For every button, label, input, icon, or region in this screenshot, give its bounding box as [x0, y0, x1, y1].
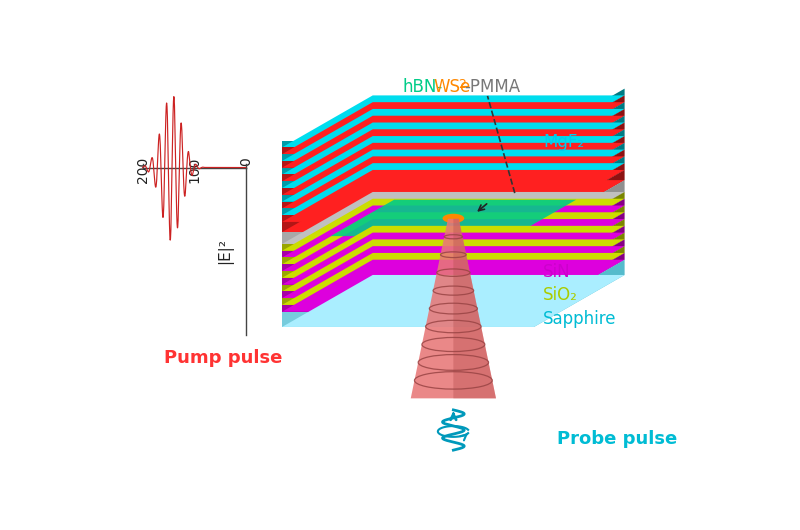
- Polygon shape: [282, 253, 625, 305]
- Text: -PMMA: -PMMA: [464, 78, 520, 96]
- Text: SiN: SiN: [543, 263, 570, 281]
- Polygon shape: [282, 233, 625, 285]
- Polygon shape: [534, 253, 625, 312]
- Polygon shape: [534, 219, 625, 278]
- Polygon shape: [282, 222, 534, 232]
- Polygon shape: [282, 163, 625, 215]
- Polygon shape: [534, 116, 625, 174]
- Polygon shape: [282, 208, 534, 215]
- Polygon shape: [534, 240, 625, 298]
- Polygon shape: [282, 154, 534, 161]
- Text: 2: 2: [458, 78, 466, 91]
- Polygon shape: [534, 260, 625, 327]
- Text: Probe pulse: Probe pulse: [558, 430, 678, 448]
- Polygon shape: [454, 219, 496, 399]
- Polygon shape: [282, 298, 534, 305]
- Polygon shape: [282, 188, 534, 195]
- Polygon shape: [534, 170, 625, 232]
- Polygon shape: [534, 199, 625, 258]
- Polygon shape: [282, 122, 625, 174]
- Polygon shape: [282, 305, 534, 312]
- Text: 200: 200: [136, 157, 150, 183]
- Text: MgF₂: MgF₂: [543, 133, 584, 151]
- Polygon shape: [282, 167, 534, 174]
- Polygon shape: [534, 156, 625, 215]
- Polygon shape: [282, 181, 534, 188]
- Polygon shape: [282, 246, 625, 298]
- Polygon shape: [282, 129, 625, 181]
- Polygon shape: [282, 195, 534, 201]
- Polygon shape: [282, 213, 625, 264]
- Polygon shape: [282, 116, 625, 167]
- Text: Pump pulse: Pump pulse: [163, 349, 282, 367]
- Polygon shape: [282, 156, 625, 208]
- Polygon shape: [534, 163, 625, 222]
- Polygon shape: [534, 246, 625, 305]
- Polygon shape: [534, 129, 625, 188]
- Polygon shape: [534, 143, 625, 201]
- Polygon shape: [282, 170, 625, 222]
- Polygon shape: [534, 149, 625, 208]
- Polygon shape: [282, 271, 534, 278]
- Text: WSe: WSe: [434, 78, 470, 96]
- Ellipse shape: [442, 214, 464, 223]
- Polygon shape: [282, 102, 625, 154]
- Polygon shape: [282, 251, 534, 258]
- Polygon shape: [534, 192, 625, 251]
- Polygon shape: [282, 147, 534, 154]
- Text: hBN-: hBN-: [402, 78, 442, 96]
- Polygon shape: [534, 102, 625, 161]
- Text: |E|²: |E|²: [218, 238, 234, 264]
- Polygon shape: [282, 136, 625, 188]
- Polygon shape: [282, 292, 534, 298]
- Polygon shape: [534, 109, 625, 167]
- Polygon shape: [282, 264, 534, 271]
- Polygon shape: [282, 161, 534, 167]
- Text: 0: 0: [238, 157, 253, 165]
- Polygon shape: [282, 219, 625, 271]
- Polygon shape: [282, 192, 625, 244]
- Polygon shape: [534, 206, 625, 264]
- Text: Sapphire: Sapphire: [543, 311, 617, 328]
- Polygon shape: [282, 180, 625, 232]
- Polygon shape: [534, 233, 625, 292]
- Polygon shape: [282, 201, 534, 208]
- Polygon shape: [282, 260, 625, 312]
- Polygon shape: [282, 278, 534, 285]
- Polygon shape: [534, 89, 625, 147]
- Polygon shape: [410, 219, 496, 399]
- Polygon shape: [282, 258, 534, 264]
- Text: ZnS: ZnS: [543, 175, 575, 193]
- Polygon shape: [282, 199, 625, 251]
- Polygon shape: [282, 285, 534, 292]
- Polygon shape: [282, 275, 625, 327]
- Polygon shape: [282, 149, 625, 201]
- Polygon shape: [282, 240, 625, 292]
- Polygon shape: [282, 174, 534, 181]
- Polygon shape: [282, 206, 625, 258]
- Polygon shape: [534, 226, 625, 285]
- Polygon shape: [282, 244, 534, 251]
- Polygon shape: [282, 143, 625, 195]
- Polygon shape: [534, 95, 625, 154]
- Polygon shape: [534, 180, 625, 244]
- Polygon shape: [282, 312, 534, 327]
- Polygon shape: [282, 232, 534, 244]
- Text: SiO₂: SiO₂: [543, 286, 578, 304]
- Polygon shape: [330, 200, 576, 236]
- Polygon shape: [534, 213, 625, 271]
- Polygon shape: [282, 215, 534, 222]
- Polygon shape: [282, 226, 625, 278]
- Polygon shape: [534, 122, 625, 181]
- Polygon shape: [534, 136, 625, 195]
- Polygon shape: [282, 109, 625, 161]
- Polygon shape: [282, 140, 534, 147]
- Polygon shape: [282, 95, 625, 147]
- Text: 100: 100: [187, 157, 201, 183]
